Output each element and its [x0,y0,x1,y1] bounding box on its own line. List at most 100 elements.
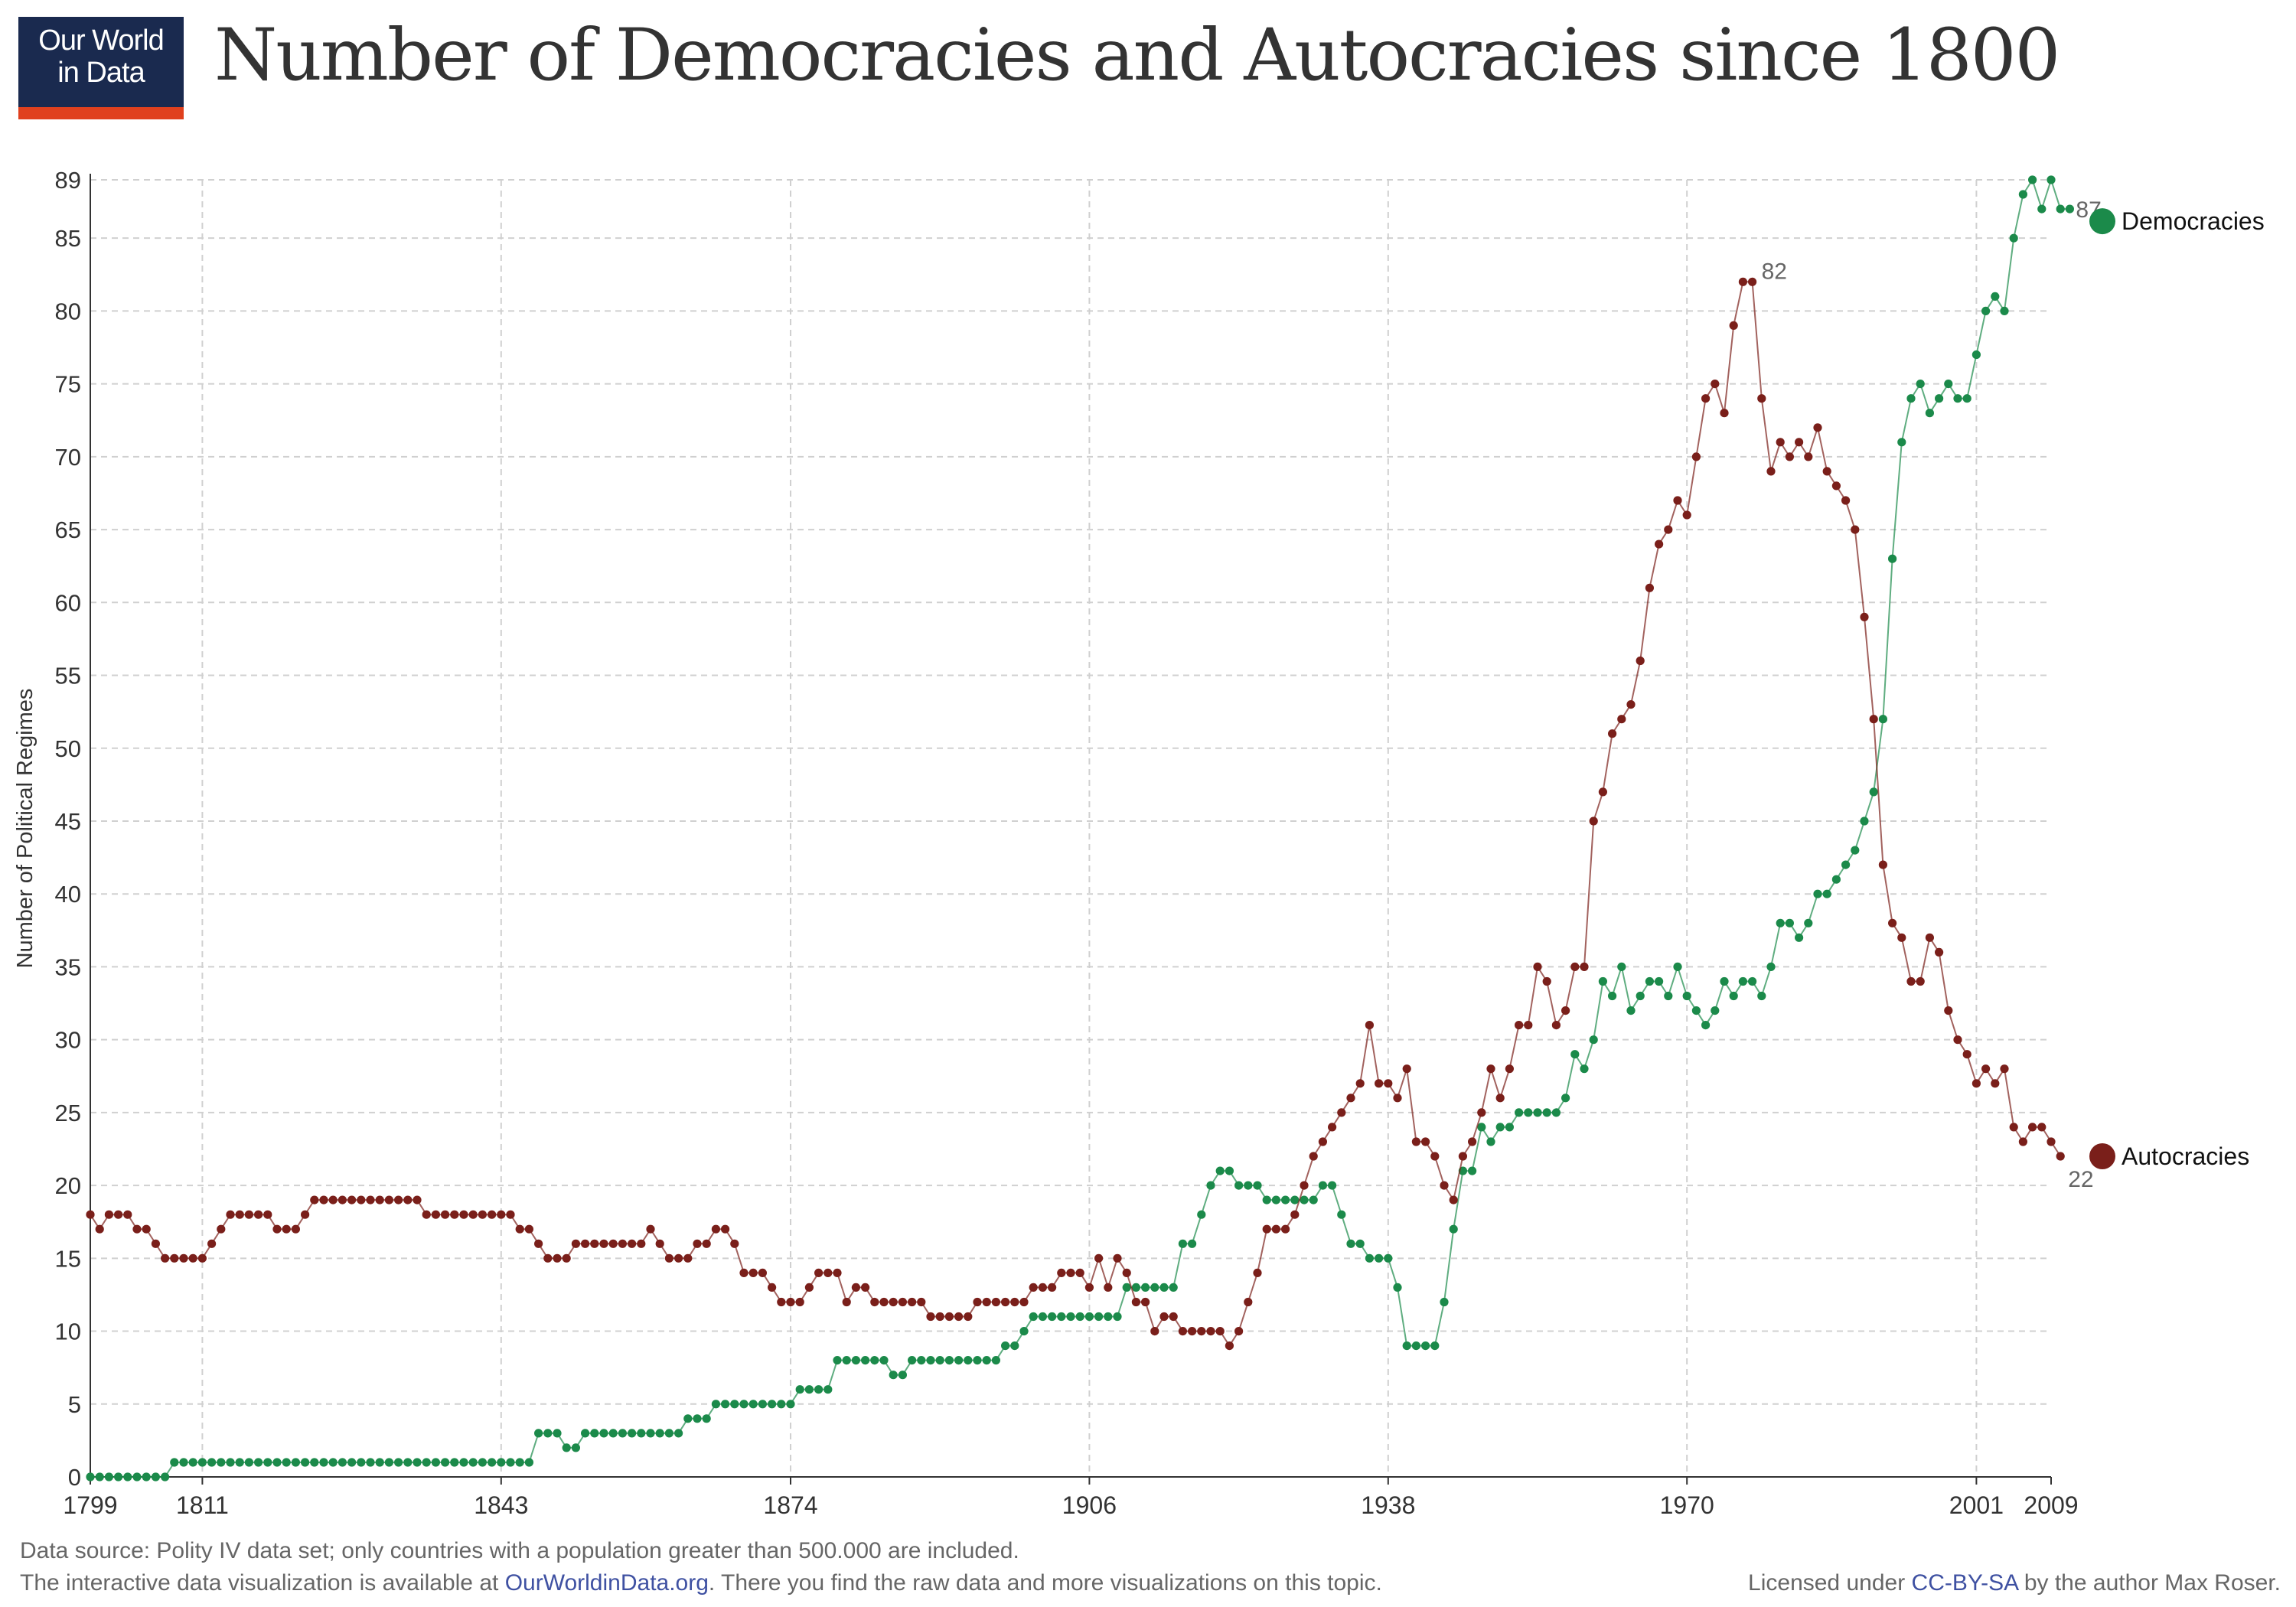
democracies-point-1932 [1328,1181,1337,1190]
autocracies-point-1843 [497,1210,506,1219]
autocracies-point-1979 [1766,467,1776,476]
autocracies-point-1882 [861,1283,870,1292]
democracies-point-1948 [1477,1123,1486,1132]
autocracies-point-1867 [721,1224,730,1234]
democracies-point-1831 [384,1458,393,1467]
democracies-point-1916 [1178,1239,1187,1248]
autocracies-point-1849 [553,1253,562,1263]
autocracies-point-2005 [2009,1123,2018,1132]
autocracies-point-1884 [879,1297,889,1307]
democracies-point-1958 [1570,1050,1580,1059]
autocracies-point-1991 [1878,860,1887,869]
autocracies-point-1815 [235,1210,244,1219]
democracies-point-1936 [1365,1253,1374,1263]
democracies-point-1905 [1075,1312,1084,1322]
y-tick-label-25: 25 [55,1100,81,1126]
democracies-point-1978 [1757,991,1766,1001]
democracies-point-1885 [889,1371,898,1380]
autocracies-point-1975 [1729,321,1738,330]
autocracies-point-1853 [590,1239,599,1248]
autocracies-point-1956 [1551,1021,1561,1030]
autocracies-point-1918 [1197,1327,1206,1336]
license-link[interactable]: CC-BY-SA [1911,1570,2018,1596]
democracies-point-1891 [944,1356,954,1365]
democracies-point-1800 [95,1472,104,1482]
autocracies-point-1921 [1225,1341,1234,1351]
autocracies-point-1806 [151,1239,160,1248]
democracies-point-1879 [833,1356,842,1365]
autocracies-point-1939 [1393,1094,1402,1103]
democracies-point-1888 [917,1356,926,1365]
license-suffix: by the author Max Roser. [2017,1570,2281,1596]
grid-layer [90,179,2051,1477]
autocracies-point-1996 [1925,933,1934,942]
democracies-point-1927 [1281,1195,1290,1204]
autocracies-point-1851 [571,1239,581,1248]
democracies-point-1835 [422,1458,431,1467]
autocracies-point-1842 [488,1210,497,1219]
autocracies-point-1987 [1841,496,1851,505]
democracies-point-1804 [132,1472,142,1482]
owid-link[interactable]: OurWorldinData.org [504,1570,709,1596]
autocracies-point-1936 [1365,1021,1374,1030]
autocracies-point-1873 [777,1297,786,1307]
autocracies-point-1810 [188,1253,197,1263]
autocracies-point-1854 [599,1239,608,1248]
democracies-point-1824 [319,1458,328,1467]
autocracies-point-1924 [1253,1268,1262,1277]
y-tick-label-65: 65 [55,517,81,543]
autocracies-point-1858 [637,1239,646,1248]
autocracies-point-1910 [1122,1268,1131,1277]
democracies-point-1817 [254,1458,263,1467]
autocracies-point-1871 [758,1268,768,1277]
democracies-point-1802 [114,1472,123,1482]
democracies-point-1886 [898,1371,907,1380]
autocracies-point-1814 [226,1210,235,1219]
autocracies-point-2000 [1962,1050,1971,1059]
autocracies-point-1904 [1066,1268,1075,1277]
autocracies-point-1952 [1515,1021,1524,1030]
autocracies-point-1802 [114,1210,123,1219]
democracies-point-1832 [394,1458,403,1467]
democracies-point-2009 [2047,175,2056,184]
autocracies-point-2003 [1991,1079,2000,1088]
democracies-point-1842 [488,1458,497,1467]
autocracies-peak-label: 82 [1762,259,1787,284]
democracies-point-1925 [1262,1195,1271,1204]
autocracies-point-1933 [1337,1108,1346,1117]
democracies-point-1809 [179,1458,188,1467]
democracies-point-1837 [441,1458,450,1467]
autocracies-point-1846 [524,1224,534,1234]
democracies-point-1853 [590,1429,599,1438]
autocracies-point-1813 [217,1224,226,1234]
y-tick-label-0: 0 [68,1464,81,1491]
democracies-point-2010 [2056,204,2065,214]
autocracies-point-1902 [1048,1283,1057,1292]
democracies-point-1841 [478,1458,488,1467]
autocracies-point-1890 [935,1312,944,1322]
autocracies-point-1984 [1813,423,1822,432]
democracies-point-1979 [1766,962,1776,971]
democracies-point-1981 [1785,918,1794,927]
democracies-point-2006 [2018,190,2027,199]
democracies-point-1840 [468,1458,478,1467]
democracies-point-1901 [1038,1312,1047,1322]
democracies-point-1949 [1486,1137,1495,1146]
democracies-point-2000 [1962,394,1971,403]
democracies-point-1990 [1869,787,1878,797]
democracies-point-1877 [814,1385,823,1394]
autocracies-point-1917 [1188,1327,1197,1336]
autocracies-point-1888 [917,1297,926,1307]
y-tick-label-80: 80 [55,298,81,324]
footer-source: Data source: Polity IV data set; only co… [20,1538,1019,1563]
autocracies-point-1811 [197,1253,207,1263]
democracies-point-1868 [730,1400,739,1409]
footer-interactive-suffix: . There you find the raw data and more v… [708,1570,1382,1596]
autocracies-point-1935 [1355,1079,1365,1088]
democracies-point-1998 [1944,380,1953,389]
democracies-point-1912 [1141,1283,1150,1292]
democracies-point-1893 [964,1356,973,1365]
democracies-point-1922 [1234,1181,1244,1190]
autocracies-point-1966 [1645,583,1654,592]
